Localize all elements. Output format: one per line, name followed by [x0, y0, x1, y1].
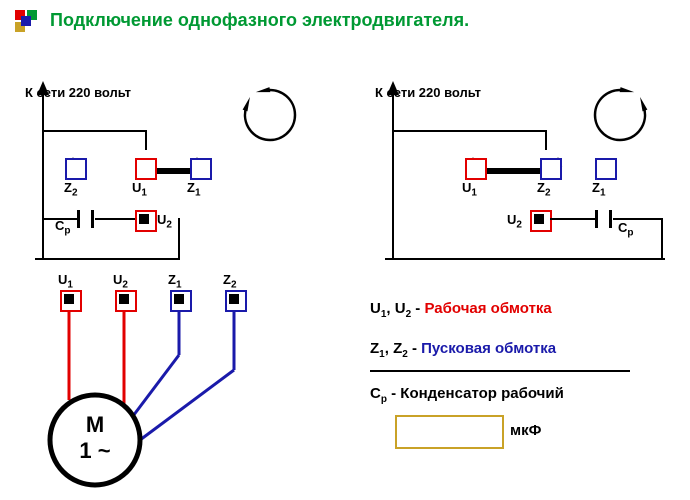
label: U2 — [157, 212, 172, 231]
wire — [42, 95, 44, 260]
terminal — [465, 158, 487, 180]
terminal — [135, 210, 157, 232]
circuits-area: К сети 220 вольтZ2U1Z1U2CpК сети 220 вол… — [0, 40, 690, 240]
arrow-icon — [383, 81, 403, 101]
label: Cp — [55, 218, 71, 237]
wire — [77, 210, 80, 228]
label: U2 — [507, 212, 522, 231]
legend-text: U1, U2 - Рабочая обмотка — [370, 300, 552, 320]
rotation-arrow-icon — [583, 78, 657, 152]
motor-wiring — [0, 250, 300, 500]
legend-text: мкФ — [510, 422, 541, 439]
wire — [392, 130, 547, 132]
label: Cp — [618, 220, 634, 239]
wire — [42, 218, 77, 220]
wire — [545, 130, 547, 150]
legend-text: Cp - Конденсатор рабочий — [370, 385, 564, 405]
terminal — [65, 158, 87, 180]
terminal — [595, 158, 617, 180]
wire — [613, 218, 663, 220]
label: Z2 — [64, 180, 78, 199]
wire — [550, 218, 595, 220]
wire — [392, 95, 394, 260]
motor-label: M1 ~ — [75, 412, 115, 464]
terminal — [530, 210, 552, 232]
bottom-area: U1U2Z1Z2M1 ~U1, U2 - Рабочая обмоткаZ1, … — [0, 250, 690, 500]
terminal — [540, 158, 562, 180]
legend-divider — [370, 370, 630, 372]
page-title: Подключение однофазного электродвигателя… — [50, 10, 469, 31]
logo — [15, 10, 40, 35]
legend-text: Z1, Z2 - Пусковая обмотка — [370, 340, 556, 360]
wire — [145, 130, 147, 150]
rotation-arrow-icon — [233, 78, 307, 152]
wire — [595, 210, 598, 228]
label: U1 — [462, 180, 477, 199]
label: Z1 — [187, 180, 201, 199]
wire — [42, 130, 147, 132]
wire — [95, 218, 135, 220]
terminal — [190, 158, 212, 180]
arrow-icon — [33, 81, 53, 101]
capacitor-value-box — [395, 415, 504, 449]
wire — [609, 210, 612, 228]
wire — [91, 210, 94, 228]
label: Z2 — [537, 180, 551, 199]
label: Z1 — [592, 180, 606, 199]
terminal — [135, 158, 157, 180]
label: U1 — [132, 180, 147, 199]
